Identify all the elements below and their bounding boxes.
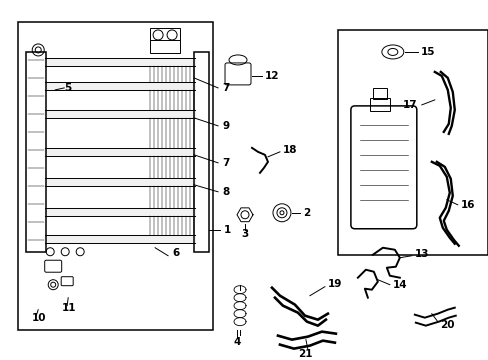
Bar xyxy=(372,88,386,99)
Text: 5: 5 xyxy=(64,83,72,93)
Text: 3: 3 xyxy=(241,229,248,239)
Text: 12: 12 xyxy=(264,71,279,81)
Text: 16: 16 xyxy=(460,200,474,210)
Bar xyxy=(150,28,180,53)
Bar xyxy=(18,22,213,330)
Bar xyxy=(26,52,46,252)
Bar xyxy=(369,98,389,111)
Text: 4: 4 xyxy=(233,337,240,347)
Text: 8: 8 xyxy=(222,187,229,197)
Text: 11: 11 xyxy=(62,303,77,313)
Text: 13: 13 xyxy=(414,249,428,259)
Text: 7: 7 xyxy=(222,83,229,93)
Bar xyxy=(194,52,208,252)
Text: 2: 2 xyxy=(303,208,309,218)
Text: 20: 20 xyxy=(439,320,453,330)
Text: 6: 6 xyxy=(172,248,179,258)
Text: 18: 18 xyxy=(283,145,297,155)
Text: 14: 14 xyxy=(392,280,407,290)
Text: 9: 9 xyxy=(222,121,229,131)
Text: 17: 17 xyxy=(403,100,417,110)
Text: 21: 21 xyxy=(297,348,311,359)
Bar xyxy=(337,30,487,255)
Text: 7: 7 xyxy=(222,158,229,168)
Text: 15: 15 xyxy=(420,47,434,57)
Text: 1: 1 xyxy=(224,225,231,235)
Text: 10: 10 xyxy=(32,313,47,323)
Text: 19: 19 xyxy=(327,279,342,289)
